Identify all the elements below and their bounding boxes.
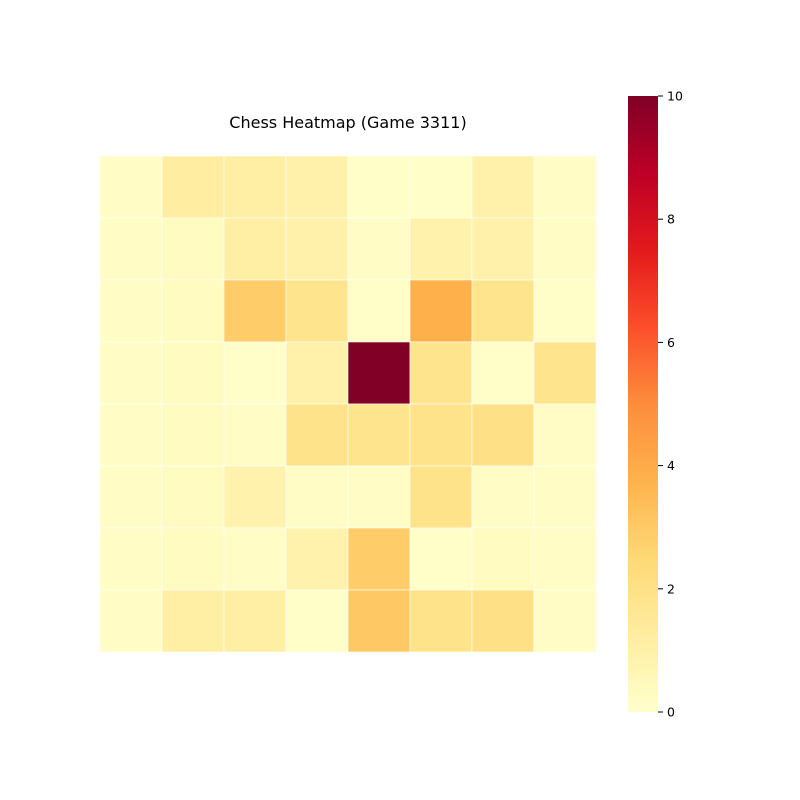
colorbar-tick-label: 4 bbox=[667, 458, 675, 473]
heatmap-cell-r3-c1 bbox=[161, 341, 225, 405]
heatmap-cell-r6-c5 bbox=[409, 527, 473, 591]
heatmap-cell-r0-c6 bbox=[471, 155, 535, 219]
heatmap-cell-r3-c6 bbox=[471, 341, 535, 405]
colorbar-ticks: 0 2 4 6 8 10 bbox=[658, 89, 683, 720]
heatmap-cell-r4-c6 bbox=[471, 403, 535, 467]
heatmap-cell-r7-c1 bbox=[161, 589, 225, 653]
heatmap-cell-r6-c1 bbox=[161, 527, 225, 591]
colorbar-tick-label: 6 bbox=[667, 335, 675, 350]
heatmap-cell-r0-c7 bbox=[533, 155, 597, 219]
heatmap-cell-r5-c4 bbox=[347, 465, 411, 529]
heatmap-cell-r5-c5 bbox=[409, 465, 473, 529]
heatmap-cell-r0-c5 bbox=[409, 155, 473, 219]
heatmap-cell-r1-c2 bbox=[223, 217, 287, 281]
heatmap-cell-r6-c4 bbox=[347, 527, 411, 591]
heatmap-cell-r2-c1 bbox=[161, 279, 225, 343]
heatmap-cell-r0-c2 bbox=[223, 155, 287, 219]
colorbar bbox=[628, 96, 658, 712]
heatmap-cell-r1-c4 bbox=[347, 217, 411, 281]
heatmap-cell-r4-c5 bbox=[409, 403, 473, 467]
colorbar-tick-label: 10 bbox=[667, 89, 683, 104]
heatmap-cell-r4-c1 bbox=[161, 403, 225, 467]
heatmap-cell-r6-c6 bbox=[471, 527, 535, 591]
heatmap-cell-r3-c2 bbox=[223, 341, 287, 405]
heatmap-cell-r7-c7 bbox=[533, 589, 597, 653]
heatmap-cell-r4-c0 bbox=[99, 403, 163, 467]
heatmap-cell-r5-c2 bbox=[223, 465, 287, 529]
heatmap-cell-r0-c4 bbox=[347, 155, 411, 219]
heatmap-cell-r3-c0 bbox=[99, 341, 163, 405]
heatmap-cell-r0-c0 bbox=[99, 155, 163, 219]
heatmap-cell-r7-c2 bbox=[223, 589, 287, 653]
colorbar-tick-label: 2 bbox=[667, 581, 675, 596]
heatmap-cell-r4-c7 bbox=[533, 403, 597, 467]
heatmap-cell-r5-c1 bbox=[161, 465, 225, 529]
heatmap-cell-r0-c3 bbox=[285, 155, 349, 219]
heatmap-cell-r1-c7 bbox=[533, 217, 597, 281]
heatmap-cell-r3-c3 bbox=[285, 341, 349, 405]
heatmap-cell-r1-c5 bbox=[409, 217, 473, 281]
heatmap-cell-r4-c3 bbox=[285, 403, 349, 467]
heatmap-cell-r6-c7 bbox=[533, 527, 597, 591]
heatmap-cell-r2-c5 bbox=[409, 279, 473, 343]
heatmap-cell-r1-c0 bbox=[99, 217, 163, 281]
heatmap-cell-r7-c4 bbox=[347, 589, 411, 653]
heatmap-cell-r7-c0 bbox=[99, 589, 163, 653]
colorbar-tick-label: 0 bbox=[667, 705, 675, 720]
heatmap-cell-r4-c4 bbox=[347, 403, 411, 467]
heatmap-cell-r1-c3 bbox=[285, 217, 349, 281]
heatmap-cell-r7-c5 bbox=[409, 589, 473, 653]
heatmap-cell-r2-c6 bbox=[471, 279, 535, 343]
heatmap-cell-r2-c2 bbox=[223, 279, 287, 343]
heatmap-cell-r6-c3 bbox=[285, 527, 349, 591]
heatmap-cell-r2-c3 bbox=[285, 279, 349, 343]
heatmap-cell-r1-c6 bbox=[471, 217, 535, 281]
heatmap-grid bbox=[99, 155, 597, 653]
colorbar-tick-label: 8 bbox=[667, 212, 675, 227]
heatmap-cell-r5-c6 bbox=[471, 465, 535, 529]
heatmap-cell-r7-c3 bbox=[285, 589, 349, 653]
heatmap-cell-r5-c3 bbox=[285, 465, 349, 529]
heatmap-cell-r1-c1 bbox=[161, 217, 225, 281]
heatmap-cell-r4-c2 bbox=[223, 403, 287, 467]
heatmap-cell-r5-c7 bbox=[533, 465, 597, 529]
heatmap-cell-r3-c4 bbox=[347, 341, 411, 405]
heatmap-cell-r2-c7 bbox=[533, 279, 597, 343]
heatmap-cell-r0-c1 bbox=[161, 155, 225, 219]
heatmap-cell-r5-c0 bbox=[99, 465, 163, 529]
heatmap-cell-r7-c6 bbox=[471, 589, 535, 653]
heatmap-cell-r6-c2 bbox=[223, 527, 287, 591]
heatmap-cell-r3-c7 bbox=[533, 341, 597, 405]
heatmap-cell-r3-c5 bbox=[409, 341, 473, 405]
heatmap-cell-r2-c0 bbox=[99, 279, 163, 343]
chart-title: Chess Heatmap (Game 3311) bbox=[229, 113, 466, 132]
heatmap-cell-r2-c4 bbox=[347, 279, 411, 343]
heatmap-cell-r6-c0 bbox=[99, 527, 163, 591]
